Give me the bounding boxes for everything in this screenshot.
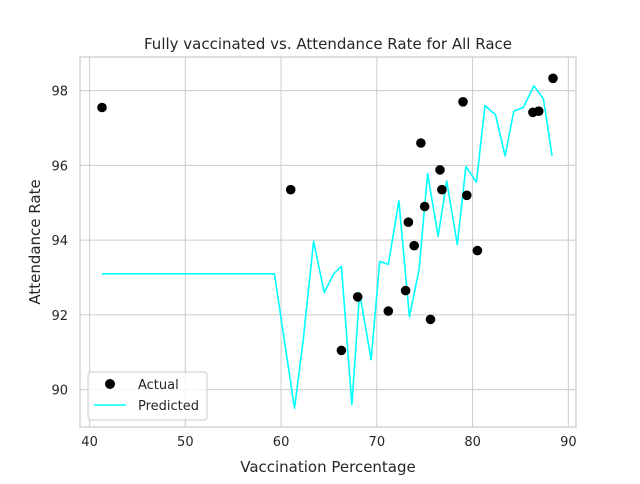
actual-point	[352, 292, 363, 302]
x-axis-label: Vaccination Percentage	[240, 458, 416, 476]
actual-point	[400, 285, 411, 296]
actual-point	[403, 217, 414, 227]
y-tick-label: 94	[51, 234, 68, 249]
predicted-line	[102, 85, 553, 410]
legend-predicted-label: Predicted	[138, 399, 199, 414]
y-tick-label: 98	[51, 85, 68, 100]
x-tick-label: 50	[177, 435, 194, 450]
legend-actual-marker	[105, 379, 115, 389]
y-tick-labels: 90 92 94 96 98	[51, 85, 68, 399]
x-tick-label: 40	[81, 435, 98, 450]
actual-point	[409, 240, 420, 251]
x-tick-label: 80	[464, 435, 481, 450]
actual-point	[419, 201, 430, 212]
actual-point	[458, 97, 468, 107]
y-axis-label: Attendance Rate	[26, 179, 44, 304]
x-tick-label: 70	[369, 435, 386, 450]
actual-point	[383, 306, 394, 316]
actual-point	[416, 138, 426, 148]
actual-point	[285, 184, 296, 195]
actual-point	[435, 165, 445, 175]
actual-point	[97, 102, 107, 113]
legend: Actual Predicted	[87, 371, 208, 421]
y-tick-label: 92	[51, 309, 68, 324]
chart-title: Fully vaccinated vs. Attendance Rate for…	[144, 35, 512, 53]
actual-point	[336, 345, 347, 356]
x-tick-label: 60	[273, 435, 290, 450]
series-layer	[97, 73, 558, 410]
legend-actual-label: Actual	[138, 378, 179, 393]
actual-point	[548, 73, 558, 84]
plot-frame	[79, 56, 577, 428]
x-tick-label: 90	[560, 435, 577, 450]
grid-lines	[80, 57, 576, 427]
x-tick-labels: 40 50 60 70 80 90	[81, 435, 576, 450]
actual-point	[437, 184, 447, 195]
actual-point	[462, 190, 472, 201]
actual-point	[533, 106, 544, 116]
actual-point	[472, 245, 483, 256]
y-tick-label: 90	[51, 384, 68, 399]
y-tick-label: 96	[51, 159, 68, 174]
actual-point	[425, 314, 436, 325]
plot-area	[80, 57, 576, 427]
legend-frame	[87, 371, 208, 421]
